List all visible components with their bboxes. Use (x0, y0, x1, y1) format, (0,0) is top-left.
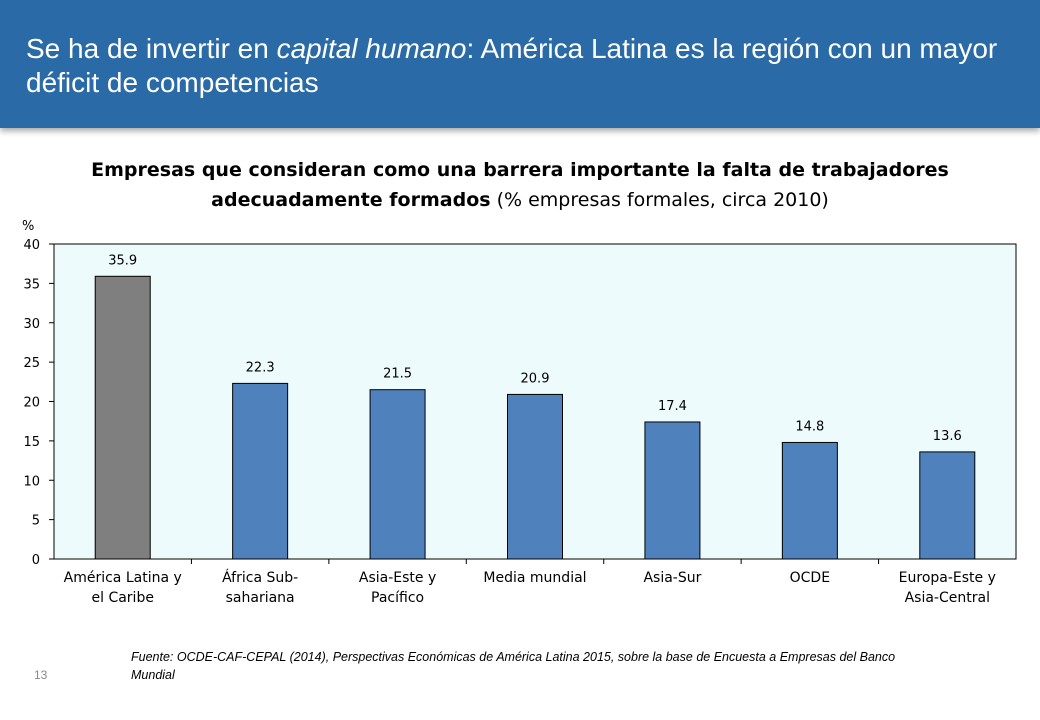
x-category-label: Asia-Sur (643, 570, 701, 586)
y-tick-label: 15 (23, 435, 40, 450)
x-axis: América Latina y el Caribe África Sub-saha… (64, 559, 996, 606)
y-tick-label: 10 (23, 474, 40, 489)
bar-value-label: 14.8 (795, 419, 824, 434)
slide-title-part2: : América Latina es la región con un may… (26, 33, 998, 98)
slide-number: 13 (34, 668, 48, 682)
bar-value-label: 13.6 (933, 429, 962, 444)
chart-title: Empresas que consideran como una barrera… (40, 155, 1000, 215)
y-tick-label: 30 (23, 317, 40, 332)
bar (644, 421, 701, 560)
bar (232, 382, 289, 560)
bar (781, 441, 838, 560)
x-category-label: Europa-Este y (899, 570, 996, 586)
y-tick-label: 35 (23, 277, 40, 292)
bar (369, 389, 426, 560)
bar-value-label: 35.9 (108, 253, 137, 268)
bar (94, 275, 151, 560)
source-note: Fuente: OCDE-CAF-CEPAL (2014), Perspecti… (131, 650, 896, 682)
title-banner: Se ha de invertir en capital humano: Amé… (0, 0, 1040, 128)
y-tick-label: 40 (23, 238, 40, 253)
chart-title-bold: Empresas que consideran como una barrera… (91, 159, 949, 211)
bar-chart: % 0 5 10 15 20 25 30 35 40 35.9 22.3 21.5 20.9 17.4 1… (22, 219, 1017, 606)
bar-value-label: 17.4 (658, 399, 687, 414)
y-axis-unit-label: % (22, 219, 34, 234)
y-tick-label: 20 (23, 396, 40, 411)
chart-title-normal: (% empresas formales, circa 2010) (490, 189, 829, 211)
slide-title: Se ha de invertir en capital humano: Amé… (26, 32, 1016, 100)
x-category-label: Pacífico (371, 590, 424, 606)
bar (507, 393, 563, 560)
y-tick-label: 25 (23, 356, 40, 371)
bar-value-label: 22.3 (246, 360, 275, 375)
x-category-label: el Caribe (91, 590, 153, 606)
slide-title-italic: capital humano (276, 33, 467, 64)
x-category-label: África Sub- (222, 569, 298, 586)
bar-value-label: 20.9 (521, 371, 550, 386)
slide-title-part1: Se ha de invertir en (26, 33, 277, 64)
y-axis: 0 5 10 15 20 25 30 35 40 (23, 238, 54, 568)
x-category-label: Media mundial (483, 570, 586, 586)
bars: 35.9 22.3 21.5 20.9 17.4 14.8 13.6 (94, 253, 976, 560)
y-tick-label: 5 (32, 514, 40, 529)
x-category-label: sahariana (226, 590, 295, 606)
y-tick-label: 0 (32, 553, 40, 568)
x-category-label: OCDE (790, 570, 830, 586)
x-category-label: América Latina y (64, 570, 182, 586)
x-category-label: Asia-Central (905, 590, 990, 606)
x-category-label: Asia-Este y (359, 570, 436, 586)
bar-value-label: 21.5 (383, 367, 412, 382)
bar (919, 451, 976, 560)
